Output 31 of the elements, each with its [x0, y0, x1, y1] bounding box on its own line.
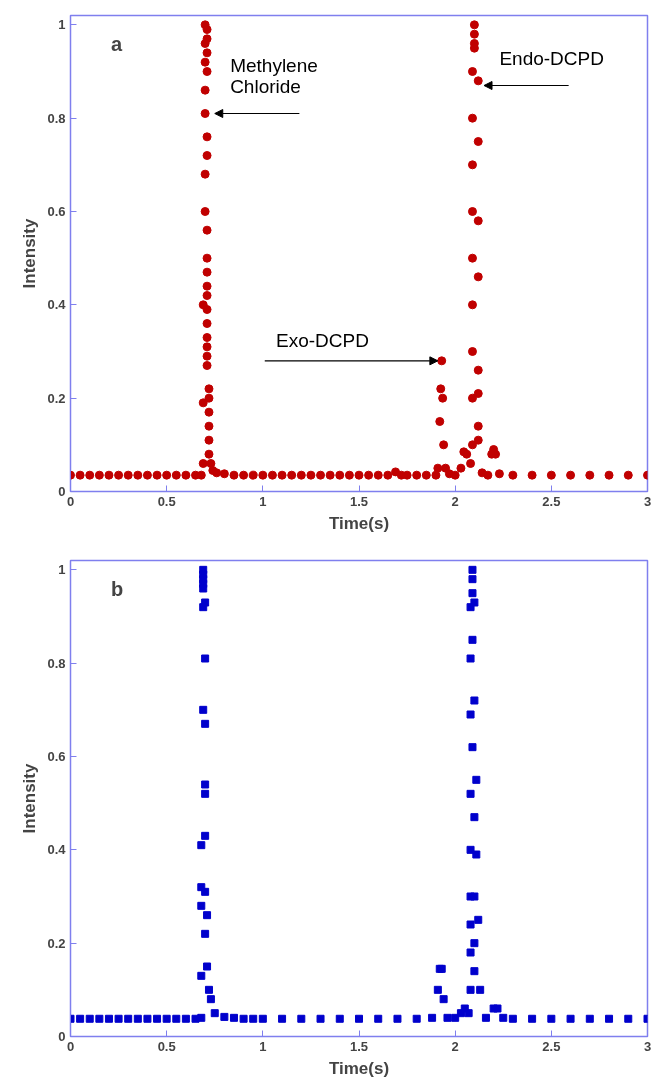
x-tick-label: 3: [643, 1038, 652, 1054]
x-tick-label: 2.5: [542, 1038, 561, 1054]
x-tick-label: 1.5: [349, 1038, 369, 1054]
x-axis-title: Time(s): [328, 1058, 390, 1078]
annotation: b: [110, 578, 124, 601]
x-tick-label: 1: [259, 1038, 267, 1054]
y-axis-title: Intensity: [20, 218, 40, 289]
x-axis-title: Time(s): [328, 513, 390, 533]
y-tick-label: 1: [58, 562, 66, 578]
y-tick-label: 0.4: [47, 297, 67, 313]
annotation: a: [110, 33, 123, 56]
y-tick-label: 0.4: [47, 842, 67, 858]
x-tick-label: 0.5: [157, 493, 176, 509]
x-tick-label: 2: [451, 493, 459, 509]
annotation: Methylene Chloride: [230, 54, 318, 97]
y-tick-label: 0.6: [47, 749, 66, 764]
x-tick-label: 3: [643, 493, 652, 509]
y-tick-label: 0.2: [47, 390, 66, 406]
x-tick-label: 1.5: [349, 493, 369, 509]
y-tick-label: 0.6: [47, 204, 66, 219]
x-tick-label: 2: [451, 1038, 459, 1054]
x-tick-label: 1: [259, 493, 267, 509]
annotation: Exo-DCPD: [276, 330, 369, 352]
annotation: Endo-DCPD: [499, 47, 604, 69]
x-tick-label: 0.5: [157, 1038, 176, 1054]
y-tick-label: 1: [58, 17, 66, 33]
y-tick-label: 0.8: [47, 110, 66, 126]
y-tick-label: 0.8: [47, 655, 66, 671]
x-tick-label: 2.5: [542, 493, 561, 509]
y-axis-title: Intensity: [20, 763, 40, 834]
y-tick-label: 0.2: [47, 935, 66, 951]
